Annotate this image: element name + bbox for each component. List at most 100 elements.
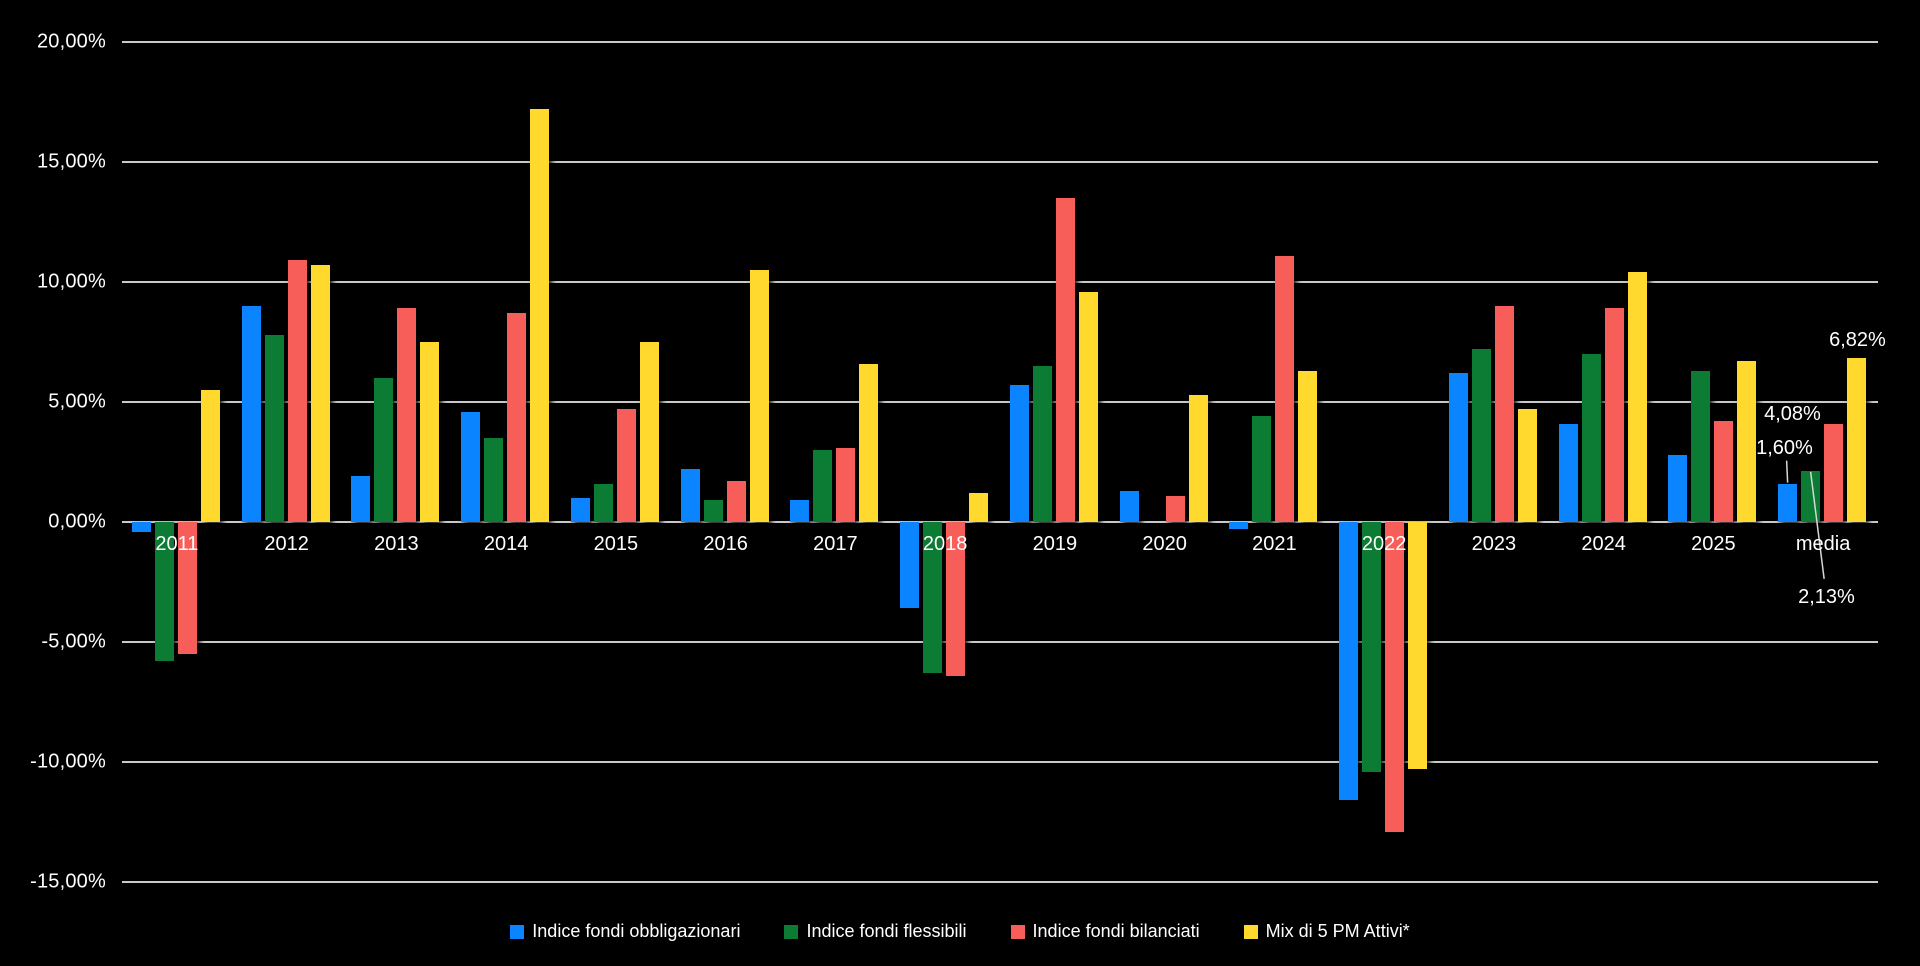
x-axis-label-2020: 2020 xyxy=(1142,533,1187,555)
bar-mix-di-5-pm-attivi--2017 xyxy=(859,363,879,522)
x-axis-label-media: media xyxy=(1795,533,1851,555)
bar-indice-fondi-flessibili-2013 xyxy=(374,378,394,522)
y-tick-label: 15,00% xyxy=(36,150,106,173)
bar-mix-di-5-pm-attivi--2016 xyxy=(749,270,769,522)
x-axis-label-2018: 2018 xyxy=(922,533,968,555)
bar-mix-di-5-pm-attivi--2011 xyxy=(200,390,220,522)
bar-indice-fondi-bilanciati-2017 xyxy=(836,447,856,522)
data-label-682: 6,82% xyxy=(1829,329,1886,352)
bar-mix-di-5-pm-attivi--2021 xyxy=(1298,370,1318,522)
data-label-160: 1,60% xyxy=(1756,436,1813,459)
bar-indice-fondi-flessibili-2011 xyxy=(154,522,174,662)
x-axis-label-2014: 2014 xyxy=(483,533,529,555)
x-axis-label-2013: 2013 xyxy=(374,533,419,555)
bar-indice-fondi-obbligazionari-2020 xyxy=(1119,490,1139,522)
x-axis-label-2021: 2021 xyxy=(1252,533,1297,555)
bar-mix-di-5-pm-attivi--2024 xyxy=(1627,272,1647,522)
y-tick-label: 20,00% xyxy=(36,30,106,53)
gridline-10 xyxy=(122,281,1878,283)
gridline-0 xyxy=(122,521,1878,523)
bar-indice-fondi-bilanciati-2013 xyxy=(397,308,417,522)
y-tick-label: 0,00% xyxy=(48,510,106,533)
bar-indice-fondi-bilanciati-2024 xyxy=(1604,308,1624,522)
gridline--5 xyxy=(122,641,1878,643)
bar-mix-di-5-pm-attivi--2020 xyxy=(1188,394,1208,522)
legend-label: Indice fondi bilanciati xyxy=(1032,921,1200,941)
gridline-20 xyxy=(122,41,1878,43)
bar-indice-fondi-obbligazionari-2013 xyxy=(351,476,371,522)
legend-swatch-icon xyxy=(1243,924,1258,939)
legend-swatch-icon xyxy=(510,924,525,939)
bar-indice-fondi-obbligazionari-2017 xyxy=(790,500,810,522)
bar-indice-fondi-bilanciati-2019 xyxy=(1055,198,1075,522)
x-axis-label-2016: 2016 xyxy=(703,533,748,555)
bar-indice-fondi-flessibili-2019 xyxy=(1032,366,1052,522)
bar-mix-di-5-pm-attivi--media xyxy=(1847,358,1867,522)
bar-indice-fondi-bilanciati-2014 xyxy=(507,313,527,522)
bar-indice-fondi-obbligazionari-2022 xyxy=(1339,522,1359,801)
bar-indice-fondi-obbligazionari-2015 xyxy=(570,498,590,522)
bar-indice-fondi-flessibili-2025 xyxy=(1691,370,1711,522)
bar-mix-di-5-pm-attivi--2023 xyxy=(1517,409,1537,522)
bar-indice-fondi-flessibili-2023 xyxy=(1471,349,1491,522)
bar-indice-fondi-obbligazionari-2021 xyxy=(1229,522,1249,530)
bar-indice-fondi-bilanciati-2025 xyxy=(1714,421,1734,522)
y-tick-label: 5,00% xyxy=(48,390,106,413)
y-tick-label: 10,00% xyxy=(36,270,106,293)
bar-mix-di-5-pm-attivi--2022 xyxy=(1408,522,1428,770)
bar-mix-di-5-pm-attivi--2018 xyxy=(969,493,989,522)
y-tick-label: -15,00% xyxy=(30,870,106,893)
gridline-15 xyxy=(122,161,1878,163)
x-axis-label-2015: 2015 xyxy=(593,533,639,555)
chart-legend: Indice fondi obbligazionari Indice fondi … xyxy=(0,921,1920,942)
bar-indice-fondi-flessibili-2018 xyxy=(923,522,943,674)
gridline--10 xyxy=(122,761,1878,763)
bar-indice-fondi-flessibili-2021 xyxy=(1252,416,1272,522)
bar-indice-fondi-bilanciati-2011 xyxy=(177,522,197,654)
bar-indice-fondi-flessibili-2022 xyxy=(1362,522,1382,772)
x-axis-label-2025: 2025 xyxy=(1691,533,1736,555)
x-axis-label-2012: 2012 xyxy=(264,533,309,555)
legend-item-indice-fondi-flessibili: Indice fondi flessibili xyxy=(784,921,967,942)
bar-indice-fondi-bilanciati-2022 xyxy=(1385,522,1405,832)
x-axis-label-2017: 2017 xyxy=(813,533,858,555)
bar-indice-fondi-obbligazionari-2018 xyxy=(900,522,920,609)
bar-indice-fondi-obbligazionari-2012 xyxy=(241,306,261,522)
legend-label: Indice fondi obbligazionari xyxy=(532,921,741,941)
bar-indice-fondi-obbligazionari-2014 xyxy=(461,411,481,522)
bar-indice-fondi-obbligazionari-2011 xyxy=(131,522,151,532)
bar-indice-fondi-bilanciati-2023 xyxy=(1494,306,1514,522)
gridline--15 xyxy=(122,881,1878,883)
legend-label: Indice fondi flessibili xyxy=(806,921,967,941)
gridline-5 xyxy=(122,401,1878,403)
bar-indice-fondi-obbligazionari-2025 xyxy=(1668,454,1688,522)
legend-item-mix-di-5-pm-attivi-: Mix di 5 PM Attivi* xyxy=(1243,921,1410,942)
legend-item-indice-fondi-bilanciati: Indice fondi bilanciati xyxy=(1010,921,1200,942)
bar-indice-fondi-bilanciati-media xyxy=(1824,424,1844,522)
bar-mix-di-5-pm-attivi--2012 xyxy=(310,265,330,522)
bar-indice-fondi-obbligazionari-2016 xyxy=(680,469,700,522)
bar-indice-fondi-obbligazionari-media xyxy=(1778,483,1798,522)
legend-swatch-icon xyxy=(784,924,799,939)
x-axis-label-2019: 2019 xyxy=(1032,533,1078,555)
x-axis-label-2022: 2022 xyxy=(1361,533,1407,555)
data-label-408: 4,08% xyxy=(1764,403,1821,426)
bar-indice-fondi-flessibili-2016 xyxy=(703,500,723,522)
bar-mix-di-5-pm-attivi--2014 xyxy=(530,109,550,522)
bar-mix-di-5-pm-attivi--2015 xyxy=(639,342,659,522)
bar-indice-fondi-bilanciati-2021 xyxy=(1275,255,1295,522)
bar-mix-di-5-pm-attivi--2019 xyxy=(1078,291,1098,522)
bar-indice-fondi-flessibili-2015 xyxy=(593,483,613,522)
bar-indice-fondi-bilanciati-2016 xyxy=(726,481,746,522)
x-axis-label-2023: 2023 xyxy=(1471,533,1517,555)
y-tick-label: -10,00% xyxy=(30,750,106,773)
x-axis-label-2024: 2024 xyxy=(1581,533,1626,555)
bar-indice-fondi-bilanciati-2018 xyxy=(946,522,966,676)
legend-label: Mix di 5 PM Attivi* xyxy=(1265,921,1410,941)
bar-indice-fondi-flessibili-2012 xyxy=(264,334,284,522)
bar-indice-fondi-bilanciati-2012 xyxy=(287,260,307,522)
bar-indice-fondi-bilanciati-2015 xyxy=(616,409,636,522)
bar-mix-di-5-pm-attivi--2013 xyxy=(420,342,440,522)
